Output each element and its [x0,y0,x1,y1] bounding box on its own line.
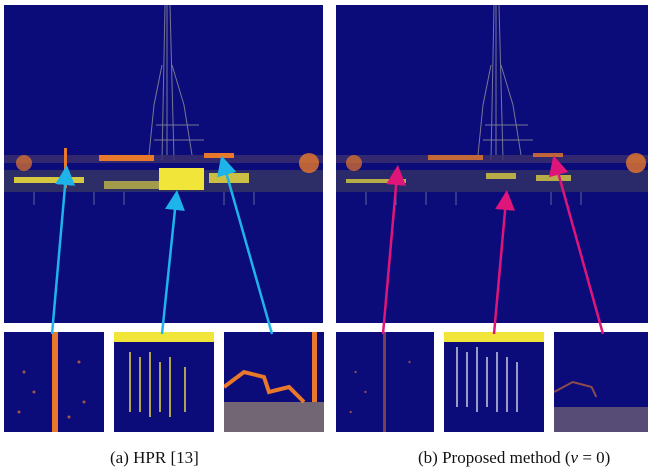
caption-b-suffix: = 0) [578,448,611,467]
proposed-inset-right [554,332,648,432]
hpr-inset-middle [114,332,214,432]
caption-b-variable: v [570,448,579,467]
caption-b: (b) Proposed method (v = 0) [418,448,610,468]
proposed-inset-left [336,332,434,432]
caption-b-prefix: (b) Proposed method ( [418,448,571,467]
hpr-main-pointcloud-image [4,5,323,323]
proposed-main-pointcloud-image [336,5,648,323]
hpr-inset-left [4,332,104,432]
hpr-inset-right [224,332,324,432]
proposed-inset-middle [444,332,544,432]
caption-a: (a) HPR [13] [110,448,199,467]
